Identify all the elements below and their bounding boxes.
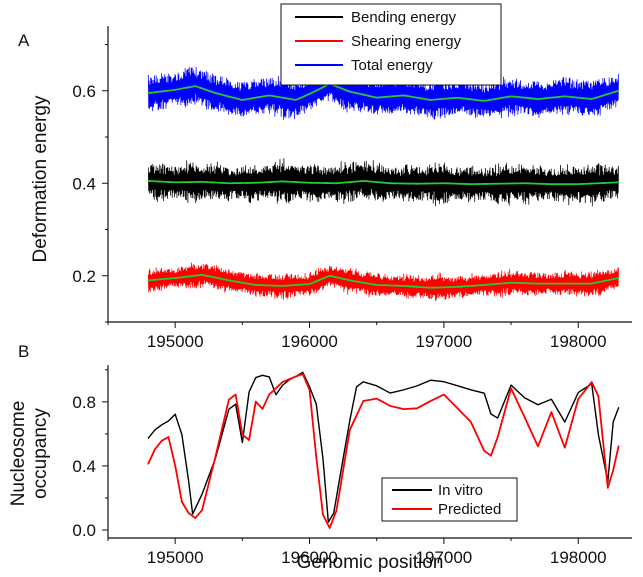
series-bending-energy [147,157,619,207]
panel-a: A 195000 196000 197000 198000 0.2 0.4 0.6 Deform… [18,3,632,351]
y-tick-label: 0.2 [72,267,96,286]
x-tick-label: 197000 [416,332,473,351]
smooth-trend-shearing-energy [147,274,620,289]
legend-label: Shearing energy [351,33,462,50]
smooth-trend-bending-energy [147,180,620,186]
legend-label: Bending energy [351,9,457,26]
panel-label: A [18,31,30,50]
legend-label: Total energy [351,57,433,74]
series-in-vitro [147,371,620,523]
y-tick-label: 0.8 [72,393,96,412]
legend-label: Predicted [438,501,501,518]
y-tick-label: 0.6 [72,82,96,101]
legend-label: In vitro [438,482,483,499]
legend-box [381,477,518,522]
x-tick-label: 197000 [416,548,473,567]
panel-b: B 195000 196000 197000 198000 0.0 0.4 0.8 Nucleo… [8,342,632,573]
y-tick-label: 0.4 [72,457,96,476]
series-shearing-energy [147,262,619,302]
x-tick-label: 196000 [281,548,338,567]
x-tick-label: 198000 [550,332,607,351]
y-tick-label: 0.0 [72,521,96,540]
series-predicted [147,373,620,529]
x-tick-label: 196000 [281,332,338,351]
y-tick-label: 0.4 [72,174,96,193]
x-tick-label: 198000 [550,548,607,567]
x-tick-label: 195000 [147,332,204,351]
y-axis-title: Deformation energy [30,95,51,262]
smooth-trend-total-energy [147,83,620,102]
y-axis-title-line-2: occupancy [30,408,51,499]
x-axis-title: Genomic position [297,552,444,573]
y-axis-title-line-1: Nucleosome [8,401,29,507]
legend-box [280,3,502,86]
panel-label: B [18,342,29,361]
x-tick-label: 195000 [147,548,204,567]
